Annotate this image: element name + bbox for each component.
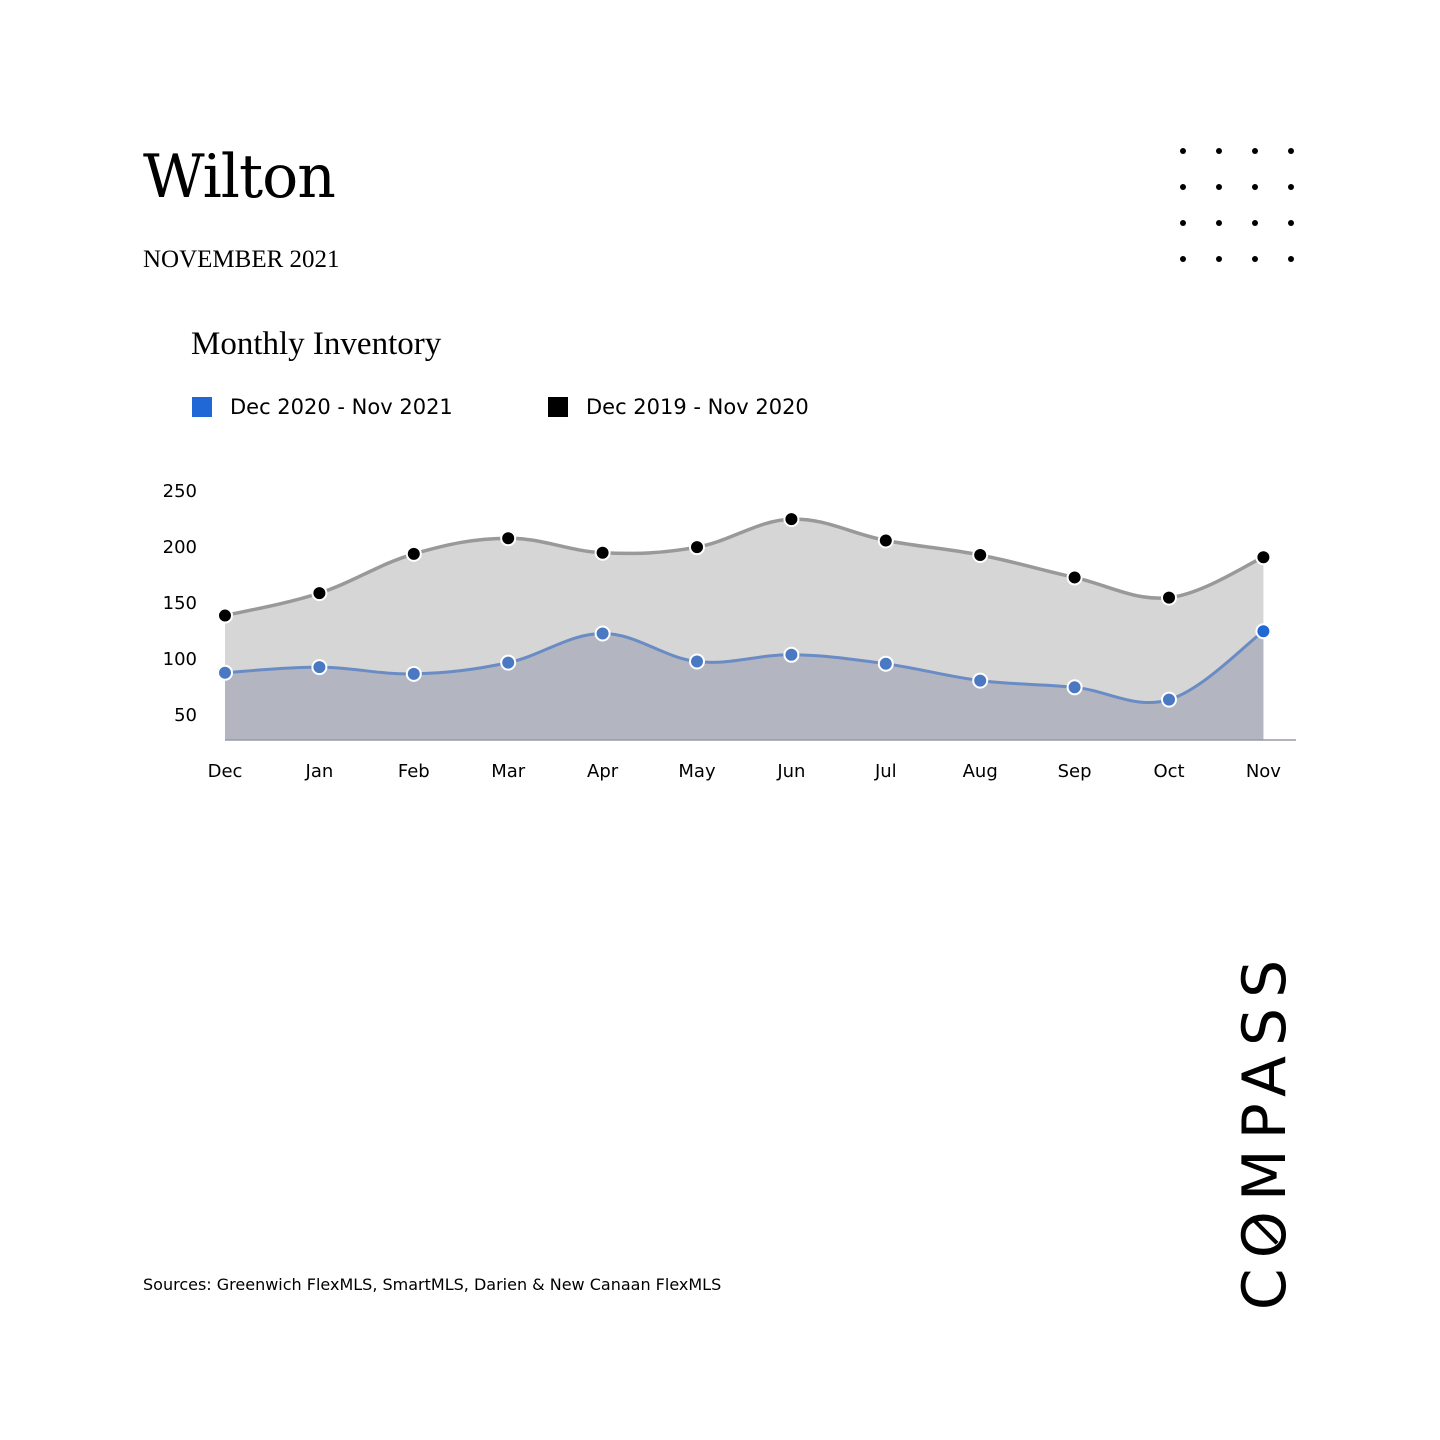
decor-dot [1252, 148, 1258, 154]
decor-dot [1288, 220, 1294, 226]
inventory-area-chart: 250 200 150 100 50 Dec Jan Feb Mar Apr May Jun Jul Au… [163, 481, 1296, 782]
point-previous [783, 511, 800, 528]
x-tick-label: Nov [1246, 761, 1281, 782]
x-tick-label: Sep [1058, 761, 1092, 782]
decor-dot [1252, 184, 1258, 190]
area-current [225, 631, 1264, 740]
point-previous [1161, 589, 1177, 606]
point-previous [405, 545, 422, 562]
point-current [689, 653, 705, 670]
decor-dot [1288, 184, 1294, 190]
decor-dot [1180, 220, 1186, 226]
decor-dot [1180, 256, 1186, 262]
decor-dot [1216, 148, 1222, 154]
x-tick-label: Aug [963, 761, 998, 782]
point-current [1066, 679, 1083, 696]
point-current [1161, 691, 1177, 708]
legend-swatch-current [192, 397, 212, 417]
x-tick-label: Dec [208, 761, 243, 782]
legend-swatch-previous [548, 397, 568, 417]
decor-dot [1216, 256, 1222, 262]
point-current [1255, 623, 1272, 640]
point-previous [311, 585, 328, 602]
report-date: NOVEMBER 2021 [143, 246, 340, 273]
decor-dot [1252, 256, 1258, 262]
point-previous [1255, 549, 1272, 566]
y-tick-label: 100 [163, 649, 197, 670]
compass-logo: COMPASS [1230, 949, 1300, 1311]
decor-dot [1288, 148, 1294, 154]
point-previous [500, 530, 517, 547]
y-tick-label: 50 [174, 705, 197, 726]
x-tick-label: Jan [305, 761, 334, 782]
dot-grid-decoration [1180, 148, 1294, 262]
point-current [500, 654, 517, 671]
y-tick-label: 200 [163, 537, 197, 558]
chart-title: Monthly Inventory [191, 326, 442, 362]
decor-dot [1216, 184, 1222, 190]
point-current [405, 665, 422, 682]
y-tick-label: 150 [163, 593, 197, 614]
line-previous [224, 517, 1265, 618]
point-current [594, 625, 611, 642]
point-previous [594, 544, 611, 561]
point-previous [877, 532, 894, 549]
legend-label-current: Dec 2020 - Nov 2021 [230, 395, 453, 419]
legend-label-previous: Dec 2019 - Nov 2020 [586, 395, 809, 419]
point-current [217, 664, 233, 681]
point-previous [217, 607, 233, 624]
decor-dot [1252, 220, 1258, 226]
decor-dot [1180, 184, 1186, 190]
decor-dot [1216, 220, 1222, 226]
point-previous [689, 539, 705, 556]
x-tick-label: Jun [776, 761, 805, 782]
point-previous [1066, 569, 1083, 586]
point-previous [972, 547, 989, 564]
x-tick-label: Apr [587, 761, 619, 782]
point-current [311, 659, 328, 676]
legend-item-previous: Dec 2019 - Nov 2020 [548, 392, 809, 422]
page-title: Wilton [143, 142, 336, 212]
x-tick-label: Mar [491, 761, 526, 782]
x-tick-label: Oct [1153, 761, 1184, 782]
point-current [877, 655, 894, 672]
x-tick-label: Jul [874, 761, 897, 782]
point-current [972, 672, 989, 689]
sources-note: Sources: Greenwich FlexMLS, SmartMLS, Da… [143, 1275, 722, 1294]
decor-dot [1288, 256, 1294, 262]
x-tick-label: Feb [398, 761, 430, 782]
decor-dot [1180, 148, 1186, 154]
y-tick-label: 250 [163, 481, 197, 502]
legend-item-current: Dec 2020 - Nov 2021 [192, 392, 453, 422]
x-tick-label: May [678, 761, 716, 782]
point-current [783, 646, 800, 663]
